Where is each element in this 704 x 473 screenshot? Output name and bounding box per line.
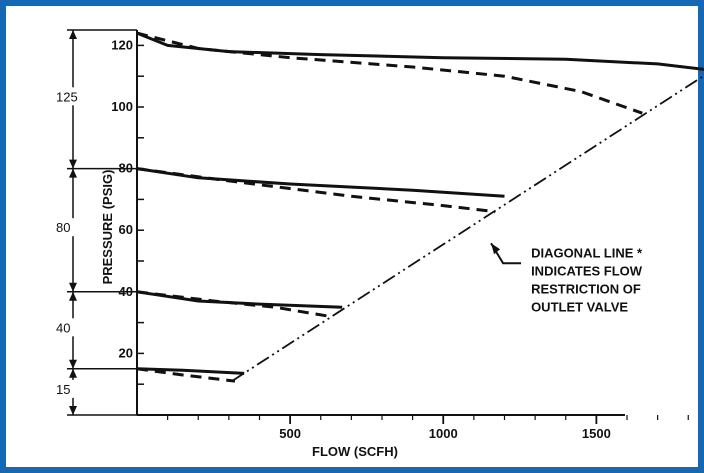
annotation-line: OUTLET VALVE	[531, 299, 628, 314]
dashed-curve	[136, 167, 496, 214]
dashed-curve	[136, 367, 236, 383]
setpoint-brackets: 125 80 40 15	[56, 29, 137, 416]
setpoint-arrowhead	[69, 368, 77, 378]
dashed-curve	[136, 31, 643, 115]
annotation: DIAGONAL LINE * INDICATES FLOW RESTRICTION…	[490, 242, 643, 314]
setpoint-arrowhead	[69, 168, 77, 178]
x-axis-title: FLOW (SCFH)	[312, 444, 398, 459]
axes: 2040608010012050010001500200025003000	[111, 30, 689, 441]
series-layer	[136, 31, 704, 383]
setpoint-arrowhead	[69, 291, 77, 301]
setpoint-arrowhead	[69, 359, 77, 369]
y-tick-label: 120	[111, 37, 133, 52]
y-tick-label: 100	[111, 99, 133, 114]
y-tick-label: 20	[119, 345, 133, 360]
setpoint-label: 15	[56, 382, 70, 397]
x-tick-label: 1500	[582, 426, 611, 441]
diagonal-restriction-line	[231, 74, 704, 382]
setpoint-arrowhead	[69, 406, 77, 415]
x-tick-label: 500	[279, 426, 301, 441]
setpoint-arrowhead	[69, 282, 77, 292]
annotation-line: RESTRICTION OF	[531, 281, 641, 296]
x-tick-label: 1000	[429, 426, 458, 441]
setpoint-label: 40	[56, 320, 70, 335]
setpoint-arrowhead	[69, 30, 77, 39]
annotation-line: DIAGONAL LINE *	[531, 245, 643, 260]
solid-curve	[136, 290, 343, 309]
solid-curve	[136, 367, 245, 375]
setpoint-label: 80	[56, 220, 70, 235]
y-axis-title: PRESSURE (PSIG)	[100, 170, 115, 285]
solid-curve	[136, 31, 704, 71]
setpoint-arrowhead	[69, 159, 77, 169]
annotation-line: INDICATES FLOW	[531, 263, 643, 278]
annotation-arrowhead	[491, 243, 501, 255]
y-tick-label: 60	[119, 222, 133, 237]
setpoint-label: 125	[56, 89, 78, 104]
dashed-curve	[136, 290, 331, 318]
